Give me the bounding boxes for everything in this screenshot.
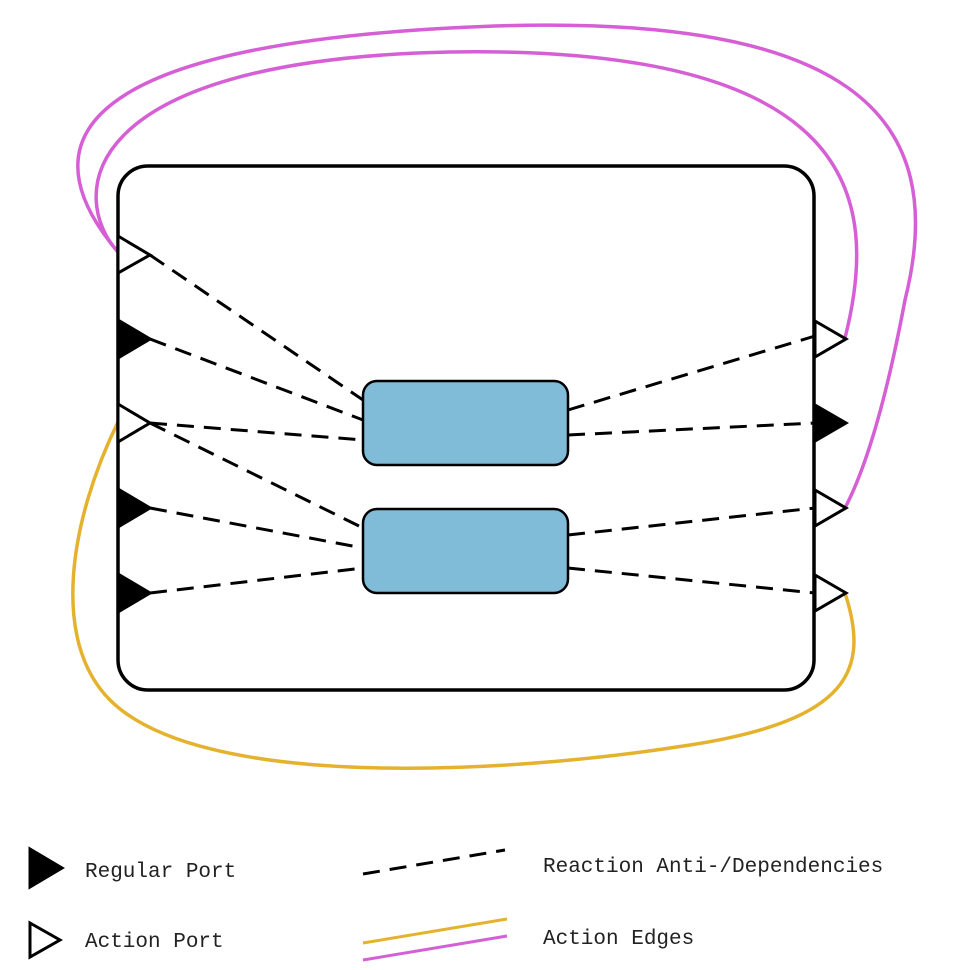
action-port-icon: [116, 401, 153, 445]
dependency-line: [149, 566, 364, 595]
action-port-icon: [813, 318, 849, 360]
action-port-icon: [116, 233, 153, 276]
dependency-line: [149, 506, 364, 550]
legend-regular-port-label: Regular Port: [85, 861, 236, 884]
legend-action-port-label: Action Port: [85, 931, 224, 954]
right-ports: [813, 318, 849, 614]
dependency-line: [567, 334, 816, 412]
action-edge-yellow: [71, 421, 856, 770]
dependency-line: [149, 421, 364, 530]
dependency-line: [149, 421, 364, 442]
legend-dependency-label: Reaction Anti-/Dependencies: [543, 856, 883, 879]
action-port-icon: [813, 572, 849, 614]
dependency-line: [149, 253, 364, 402]
legend: Regular Port Action Port Reaction Anti-/…: [28, 846, 883, 962]
dependency-line: [567, 506, 816, 537]
dependency-line: [149, 337, 364, 422]
regular-port-icon: [116, 317, 153, 361]
legend-action-edge-magenta: [362, 934, 508, 962]
regular-port-icon: [116, 486, 153, 530]
action-edges: [71, 23, 918, 770]
action-edge-magenta-inner: [94, 50, 859, 339]
dependency-line: [567, 421, 816, 437]
regular-port-icon: [813, 402, 849, 444]
action-port-icon: [813, 487, 849, 529]
reaction-top: [361, 379, 570, 467]
legend-regular-port-icon: [28, 846, 65, 890]
regular-port-icon: [116, 571, 153, 615]
dependency-line: [567, 566, 816, 595]
action-edge-magenta-outer: [76, 23, 918, 509]
left-ports: [116, 233, 153, 615]
reaction-bottom: [361, 507, 570, 595]
legend-dependency-line: [362, 848, 506, 876]
dependency-lines: [149, 253, 816, 595]
legend-action-edges-label: Action Edges: [543, 928, 694, 951]
legend-action-edge-yellow: [362, 917, 508, 945]
legend-action-port-icon: [28, 920, 64, 960]
